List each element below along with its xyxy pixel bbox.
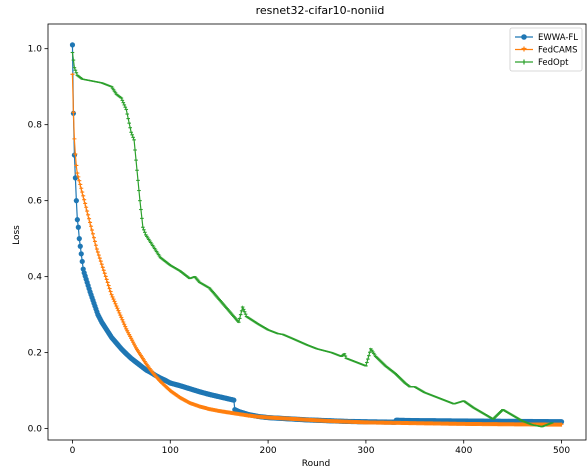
data-point xyxy=(83,201,88,206)
data-point xyxy=(92,239,97,244)
x-tick-label: 400 xyxy=(455,446,472,456)
series-line xyxy=(71,75,562,426)
y-tick-label: 1.0 xyxy=(28,45,43,55)
data-point xyxy=(70,72,75,77)
data-point xyxy=(90,228,95,233)
y-tick-label: 0.4 xyxy=(28,273,43,283)
plot-area xyxy=(69,42,565,428)
data-point xyxy=(102,271,107,276)
data-point xyxy=(104,277,109,282)
legend-box xyxy=(509,27,583,72)
data-point xyxy=(74,217,80,223)
data-point xyxy=(76,175,81,180)
data-point xyxy=(107,287,112,292)
y-tick-label: 0.0 xyxy=(28,425,43,435)
axes-frame xyxy=(47,23,587,441)
x-tick-label: 300 xyxy=(357,446,374,456)
data-point xyxy=(78,251,84,257)
series-ewwa-fl xyxy=(69,42,565,425)
data-point xyxy=(99,262,104,267)
data-point xyxy=(95,250,100,255)
legend-entry: EWWA-FL xyxy=(515,33,578,43)
data-point xyxy=(77,179,82,184)
series-fedcams xyxy=(70,72,564,427)
data-point xyxy=(77,243,83,249)
data-point xyxy=(76,236,82,242)
data-point xyxy=(103,274,108,279)
data-point xyxy=(71,152,78,158)
data-point xyxy=(98,259,103,264)
data-point xyxy=(100,265,105,270)
data-point xyxy=(73,152,78,157)
data-point xyxy=(74,163,79,168)
data-point xyxy=(72,137,77,142)
data-point xyxy=(82,198,87,203)
x-axis-label: Round xyxy=(302,459,330,469)
data-point xyxy=(69,42,76,48)
data-point xyxy=(71,110,76,115)
data-point xyxy=(85,209,90,214)
legend-label: FedCAMS xyxy=(538,46,578,56)
legend-label: FedOpt xyxy=(538,58,569,68)
data-point xyxy=(108,290,113,295)
data-point xyxy=(90,232,95,237)
legend-entry: FedCAMS xyxy=(515,46,578,56)
y-tick-label: 0.2 xyxy=(28,349,42,359)
data-point xyxy=(101,268,106,273)
legend-label: EWWA-FL xyxy=(538,33,578,43)
data-point xyxy=(72,175,78,181)
data-point xyxy=(87,217,92,222)
data-point xyxy=(84,205,89,210)
data-point xyxy=(97,256,102,261)
x-tick-label: 100 xyxy=(162,446,179,456)
data-point xyxy=(79,186,84,191)
x-tick-label: 500 xyxy=(553,446,570,456)
data-point xyxy=(91,236,96,241)
data-point xyxy=(106,284,111,289)
data-point xyxy=(94,247,99,252)
y-tick-label: 0.6 xyxy=(28,197,43,207)
legend-marker xyxy=(521,34,527,40)
data-point xyxy=(75,224,81,230)
legend-entry: FedOpt xyxy=(515,58,569,68)
series-fedopt xyxy=(70,51,554,428)
data-point xyxy=(79,258,85,265)
data-point xyxy=(81,194,86,199)
y-tick-label: 0.8 xyxy=(28,121,43,131)
axes: 0 100 200 300 400 500 0.0 0.2 0.4 0.6 0.8 1.0 xyxy=(28,23,587,456)
data-point xyxy=(96,253,101,258)
data-point xyxy=(78,182,83,187)
data-point xyxy=(231,397,237,403)
data-point xyxy=(86,213,91,218)
data-point xyxy=(559,422,564,427)
data-point xyxy=(93,243,98,248)
data-point xyxy=(75,171,80,176)
chart-title: resnet32-cifar10-noniid xyxy=(256,4,385,17)
y-axis-label: Loss xyxy=(12,225,22,245)
x-tick-label: 200 xyxy=(259,446,276,456)
data-point xyxy=(105,280,110,285)
legend-marker xyxy=(521,46,527,52)
data-point xyxy=(80,190,85,195)
data-point xyxy=(88,220,93,225)
data-point xyxy=(89,224,94,229)
data-point xyxy=(73,198,79,204)
legend: EWWA-FL FedCAMS FedOpt xyxy=(509,27,583,72)
x-tick-label: 0 xyxy=(70,446,76,456)
